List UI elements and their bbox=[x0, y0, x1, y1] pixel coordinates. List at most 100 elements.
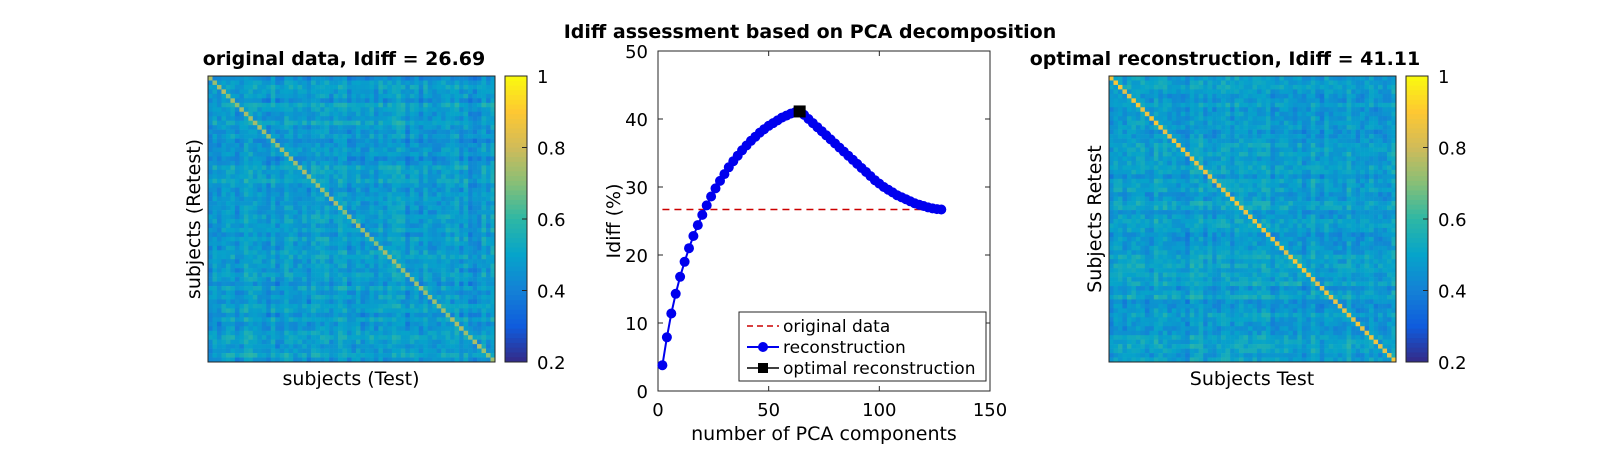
heatmap-cell bbox=[216, 143, 222, 148]
heatmap-cell bbox=[418, 160, 424, 166]
heatmap-cell bbox=[468, 294, 473, 300]
heatmap-cell bbox=[355, 214, 361, 220]
heatmap-cell bbox=[1149, 107, 1155, 113]
heatmap-cell bbox=[342, 201, 348, 206]
heatmap-cell bbox=[468, 138, 473, 144]
heatmap-cell bbox=[355, 348, 361, 354]
heatmap-cell bbox=[239, 129, 245, 135]
heatmap-cell bbox=[320, 129, 325, 135]
heatmap-cell bbox=[459, 348, 464, 354]
heatmap-cell bbox=[221, 348, 227, 354]
heatmap-cell bbox=[1117, 84, 1123, 90]
heatmap-cell bbox=[320, 281, 325, 287]
heatmap-cell bbox=[243, 219, 249, 224]
heatmap-cell bbox=[1225, 84, 1231, 90]
heatmap-cell bbox=[360, 241, 366, 247]
heatmap-cell bbox=[288, 330, 294, 336]
heatmap-cell bbox=[432, 245, 437, 251]
heatmap-cell bbox=[284, 178, 290, 184]
heatmap-cell bbox=[1180, 116, 1186, 121]
heatmap-cell bbox=[382, 214, 388, 220]
heatmap-cell bbox=[405, 187, 411, 193]
heatmap-cell bbox=[284, 236, 290, 242]
heatmap-cell bbox=[1239, 76, 1244, 81]
heatmap-cell bbox=[279, 263, 285, 269]
heatmap-cell bbox=[1221, 84, 1226, 90]
heatmap-cell bbox=[311, 125, 316, 130]
heatmap-cell bbox=[1342, 116, 1347, 121]
heatmap-cell bbox=[1109, 76, 1114, 81]
heatmap-cell bbox=[311, 357, 316, 363]
heatmap-cell bbox=[436, 254, 442, 260]
heatmap-cell bbox=[432, 236, 437, 242]
heatmap-cell bbox=[311, 89, 316, 95]
heatmap-cell bbox=[364, 277, 370, 282]
heatmap-cell bbox=[329, 236, 334, 242]
heatmap-cell bbox=[409, 227, 415, 233]
heatmap-cell bbox=[333, 102, 339, 108]
heatmap-cell bbox=[468, 129, 473, 135]
heatmap-cell bbox=[1279, 76, 1285, 81]
heatmap-cell bbox=[441, 125, 446, 130]
heatmap-cell bbox=[216, 84, 222, 90]
heatmap-cell bbox=[1319, 116, 1325, 121]
heatmap-cell bbox=[355, 241, 361, 247]
heatmap-cell bbox=[364, 93, 370, 99]
heatmap-cell bbox=[382, 156, 388, 162]
heatmap-cell bbox=[338, 254, 343, 260]
heatmap-cell bbox=[432, 107, 437, 113]
heatmap-cell bbox=[418, 227, 424, 233]
heatmap-cell bbox=[261, 183, 267, 189]
heatmap-cell bbox=[441, 178, 446, 184]
heatmap-cell bbox=[490, 281, 496, 287]
heatmap-cell bbox=[297, 147, 303, 153]
heatmap-cell bbox=[315, 268, 321, 273]
heatmap-cell bbox=[234, 120, 240, 126]
heatmap-cell bbox=[302, 303, 307, 309]
heatmap-cell bbox=[302, 317, 307, 323]
heatmap-cell bbox=[1189, 89, 1195, 95]
heatmap-cell bbox=[230, 138, 236, 144]
heatmap-cell bbox=[216, 268, 222, 273]
heatmap-cell bbox=[225, 214, 231, 220]
heatmap-cell bbox=[347, 232, 352, 238]
heatmap-cell bbox=[486, 308, 491, 314]
heatmap-cell bbox=[400, 210, 406, 215]
heatmap-cell bbox=[288, 219, 294, 224]
heatmap-cell bbox=[329, 134, 334, 139]
heatmap-cell bbox=[270, 183, 276, 189]
heatmap-cell bbox=[391, 169, 397, 175]
heatmap-cell bbox=[418, 192, 424, 197]
heatmap-cell bbox=[441, 236, 446, 242]
heatmap-cell bbox=[454, 102, 460, 108]
heatmap-cell bbox=[221, 286, 227, 291]
heatmap-cell bbox=[320, 303, 325, 309]
heatmap-cell bbox=[360, 263, 366, 269]
heatmap-cell bbox=[373, 205, 379, 211]
heatmap-cell bbox=[230, 286, 236, 291]
heatmap-cell bbox=[257, 93, 263, 99]
heatmap-cell bbox=[284, 317, 290, 323]
heatmap-cell bbox=[436, 178, 442, 184]
heatmap-cell bbox=[1140, 84, 1146, 90]
heatmap-cell bbox=[378, 129, 384, 135]
heatmap-cell bbox=[486, 219, 491, 224]
heatmap-cell bbox=[405, 290, 411, 296]
heatmap-cell bbox=[409, 232, 415, 238]
heatmap-cell bbox=[225, 201, 231, 206]
heatmap-cell bbox=[418, 196, 424, 202]
heatmap-cell bbox=[436, 236, 442, 242]
colorbar-segment bbox=[505, 90, 527, 96]
heatmap-cell bbox=[324, 111, 330, 117]
heatmap-cell bbox=[373, 294, 379, 300]
heatmap-cell bbox=[391, 281, 397, 287]
heatmap-cell bbox=[468, 147, 473, 153]
heatmap-cell bbox=[288, 151, 294, 157]
heatmap-cell bbox=[477, 357, 482, 363]
heatmap-cell bbox=[481, 339, 487, 345]
heatmap-cell bbox=[436, 272, 442, 278]
heatmap-cell bbox=[409, 299, 415, 305]
heatmap-cell bbox=[329, 93, 334, 99]
heatmap-cell bbox=[441, 174, 446, 180]
heatmap-cell bbox=[342, 129, 348, 135]
